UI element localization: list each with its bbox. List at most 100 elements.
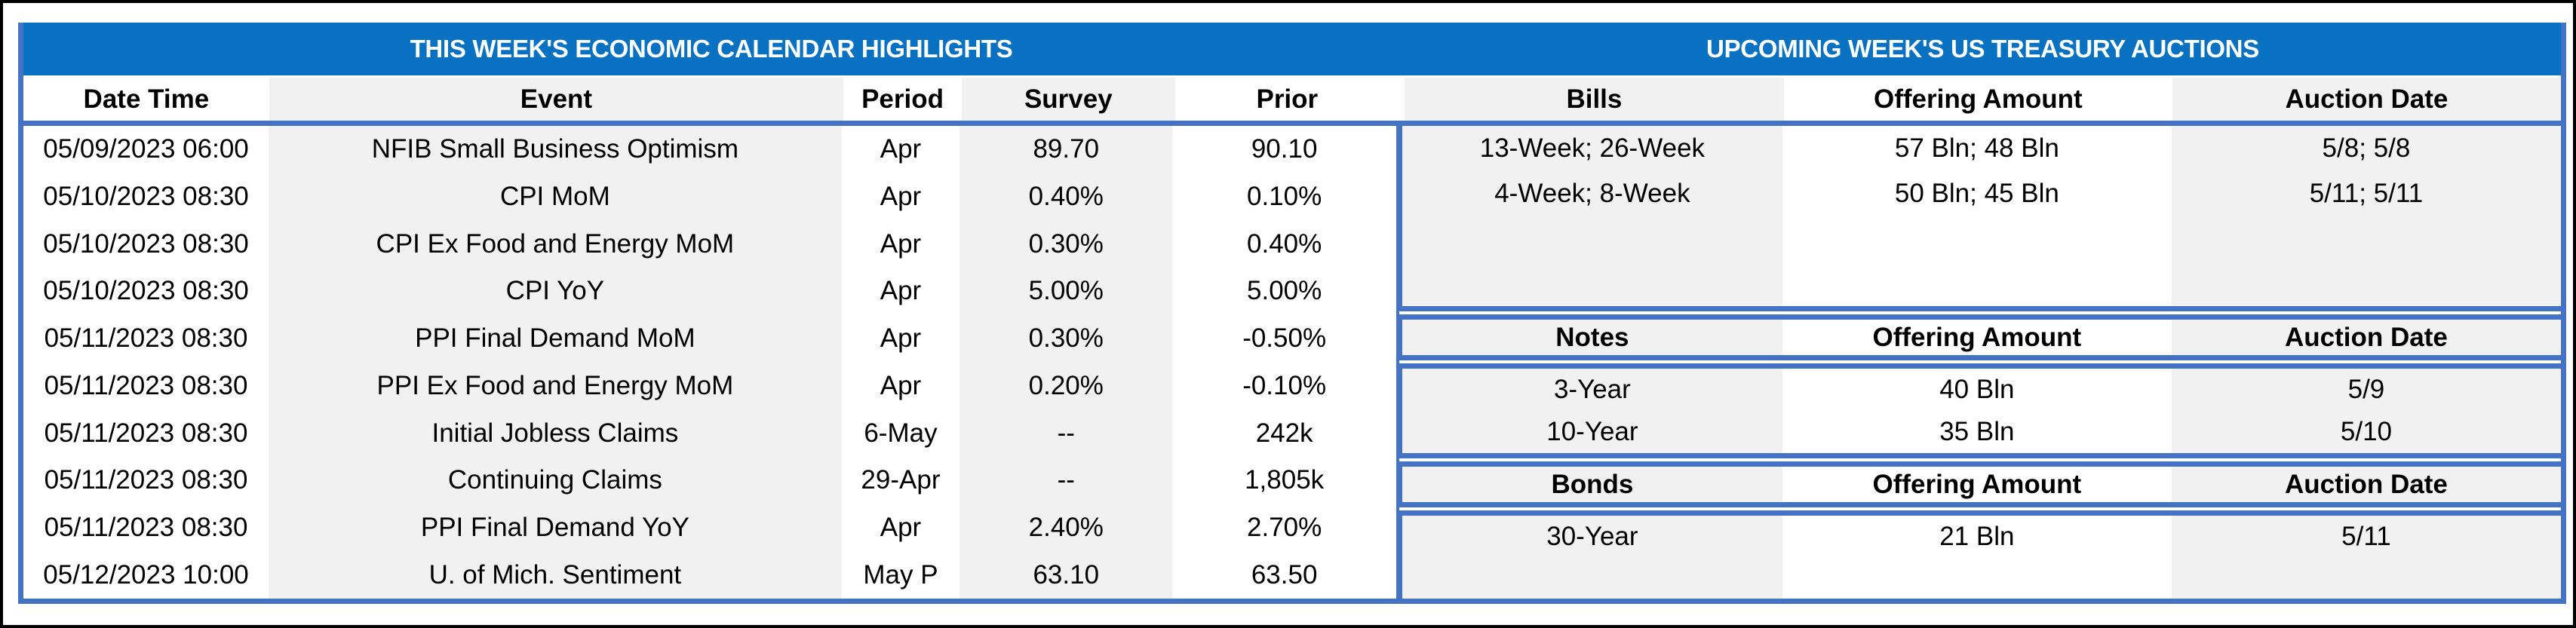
cell-prior: 0.40% bbox=[1247, 228, 1322, 259]
report-container: THIS WEEK'S ECONOMIC CALENDAR HIGHLIGHTS… bbox=[18, 23, 2566, 604]
cell-auction-date: 5/11 bbox=[2341, 521, 2391, 551]
calendar-row: 05/11/2023 08:30 Continuing Claims 29-Ap… bbox=[23, 457, 1396, 504]
cell-event: U. of Mich. Sentiment bbox=[428, 559, 682, 590]
notes-header-section: Notes Offering Amount Auction Date bbox=[1399, 314, 2566, 360]
cell-period: May P bbox=[863, 559, 938, 590]
calendar-row: 05/11/2023 08:30 Initial Jobless Claims … bbox=[23, 409, 1396, 457]
cell-date-time: 05/11/2023 08:30 bbox=[44, 418, 248, 448]
cell-offering-amount: 21 Bln bbox=[1939, 521, 2015, 551]
cell-offering-amount: 50 Bln; 45 Bln bbox=[1894, 179, 2059, 208]
bonds-row: 30-Year 21 Bln 5/11 bbox=[1402, 516, 2561, 557]
cell-event: CPI MoM bbox=[499, 182, 610, 212]
cell-event: PPI Final Demand YoY bbox=[420, 512, 689, 542]
cell-survey: 0.40% bbox=[1028, 182, 1104, 212]
col-header-prior: Prior bbox=[1174, 78, 1399, 121]
cell-date-time: 05/11/2023 08:30 bbox=[44, 323, 248, 354]
calendar-row: 05/10/2023 08:30 CPI MoM Apr 0.40% 0.10% bbox=[23, 173, 1396, 221]
cell-period: Apr bbox=[880, 512, 922, 542]
cell-offering-amount: 35 Bln bbox=[1939, 417, 2015, 446]
cell-event: CPI YoY bbox=[505, 276, 605, 306]
cell-date-time: 05/11/2023 08:30 bbox=[44, 370, 248, 400]
cell-bills: 4-Week; 8-Week bbox=[1494, 179, 1690, 208]
col-header-bonds: Bonds bbox=[1551, 469, 1634, 499]
calendar-row: 05/10/2023 08:30 CPI Ex Food and Energy … bbox=[23, 220, 1396, 268]
bonds-header-section: Bonds Offering Amount Auction Date bbox=[1399, 461, 2566, 507]
cell-date-time: 05/12/2023 10:00 bbox=[43, 559, 249, 590]
calendar-row: 05/11/2023 08:30 PPI Final Demand MoM Ap… bbox=[23, 315, 1396, 363]
col-header-survey: Survey bbox=[961, 78, 1175, 121]
calendar-row: 05/11/2023 08:30 PPI Ex Food and Energy … bbox=[23, 363, 1396, 410]
cell-period: 29-Apr bbox=[861, 465, 941, 495]
cell-offering-amount: 57 Bln; 48 Bln bbox=[1894, 133, 2059, 163]
cell-prior: -0.50% bbox=[1242, 323, 1327, 354]
cell-event: NFIB Small Business Optimism bbox=[371, 134, 738, 164]
cell-auction-date: 5/9 bbox=[2347, 375, 2385, 404]
bills-section: 13-Week; 26-Week 57 Bln; 48 Bln 5/8; 5/8… bbox=[1399, 121, 2566, 311]
cell-prior: 1,805k bbox=[1245, 465, 1325, 495]
cell-date-time: 05/09/2023 06:00 bbox=[43, 134, 249, 164]
economic-calendar-table: 05/09/2023 06:00 NFIB Small Business Opt… bbox=[18, 121, 1399, 604]
col-header-auction-date: Auction Date bbox=[2285, 322, 2448, 352]
col-header-notes: Notes bbox=[1555, 322, 1629, 352]
cell-auction-date: 5/10 bbox=[2340, 417, 2392, 446]
cell-period: Apr bbox=[880, 134, 922, 164]
auctions-banner-title: UPCOMING WEEK'S US TREASURY AUCTIONS bbox=[1706, 35, 2259, 63]
calendar-row: 05/10/2023 08:30 CPI YoY Apr 5.00% 5.00% bbox=[23, 268, 1396, 315]
calendar-row: 05/11/2023 08:30 PPI Final Demand YoY Ap… bbox=[23, 504, 1396, 552]
cell-prior: 242k bbox=[1255, 418, 1313, 448]
notes-row: 3-Year 40 Bln 5/9 bbox=[1402, 369, 2561, 411]
calendar-row: 05/12/2023 10:00 U. of Mich. Sentiment M… bbox=[23, 551, 1396, 599]
calendar-banner-title: THIS WEEK'S ECONOMIC CALENDAR HIGHLIGHTS bbox=[410, 35, 1013, 63]
cell-survey: 0.30% bbox=[1028, 323, 1104, 354]
cell-date-time: 05/10/2023 08:30 bbox=[43, 276, 249, 306]
cell-auction-date: 5/11; 5/11 bbox=[2309, 179, 2424, 208]
notes-row: 10-Year 35 Bln 5/10 bbox=[1402, 411, 2561, 453]
cell-survey: -- bbox=[1057, 418, 1075, 448]
cell-offering-amount: 40 Bln bbox=[1939, 375, 2015, 404]
cell-survey: 0.20% bbox=[1028, 370, 1104, 400]
cell-period: Apr bbox=[880, 370, 922, 400]
notes-header-row: Notes Offering Amount Auction Date bbox=[1402, 320, 2561, 355]
cell-date-time: 05/11/2023 08:30 bbox=[44, 512, 248, 542]
cell-survey: 63.10 bbox=[1033, 559, 1100, 590]
cell-auction-date: 5/8; 5/8 bbox=[2322, 133, 2411, 163]
cell-prior: 2.70% bbox=[1247, 512, 1322, 542]
cell-bills: 13-Week; 26-Week bbox=[1479, 133, 1706, 163]
cell-notes: 10-Year bbox=[1546, 417, 1638, 446]
cell-date-time: 05/11/2023 08:30 bbox=[44, 465, 248, 495]
cell-prior: 0.10% bbox=[1247, 182, 1322, 212]
bills-row: 13-Week; 26-Week 57 Bln; 48 Bln 5/8; 5/8 bbox=[1402, 126, 2561, 171]
cell-survey: -- bbox=[1057, 465, 1075, 495]
cell-event: PPI Final Demand MoM bbox=[415, 323, 695, 354]
cell-notes: 3-Year bbox=[1553, 375, 1631, 404]
cell-bonds: 30-Year bbox=[1546, 521, 1638, 551]
cell-event: CPI Ex Food and Energy MoM bbox=[376, 228, 735, 259]
cell-prior: -0.10% bbox=[1242, 370, 1327, 400]
col-header-event: Event bbox=[269, 78, 844, 121]
cell-event: Continuing Claims bbox=[447, 465, 662, 495]
cell-prior: 90.10 bbox=[1251, 134, 1318, 164]
bonds-section: 30-Year 21 Bln 5/11 bbox=[1399, 510, 2566, 604]
auctions-header-row: Bills Offering Amount Auction Date bbox=[1405, 78, 2561, 121]
cell-event: Initial Jobless Claims bbox=[431, 418, 679, 448]
col-header-offering-amount: Offering Amount bbox=[1783, 78, 2172, 121]
col-header-auction-date: Auction Date bbox=[2172, 78, 2561, 121]
col-header-auction-date: Auction Date bbox=[2285, 469, 2448, 499]
cell-prior: 5.00% bbox=[1247, 276, 1322, 306]
notes-section: 3-Year 40 Bln 5/9 10-Year 35 Bln 5/10 bbox=[1399, 363, 2566, 458]
cell-period: Apr bbox=[880, 228, 922, 259]
bonds-header-row: Bonds Offering Amount Auction Date bbox=[1402, 467, 2561, 502]
title-banner: THIS WEEK'S ECONOMIC CALENDAR HIGHLIGHTS… bbox=[23, 23, 2561, 75]
cell-date-time: 05/10/2023 08:30 bbox=[43, 182, 249, 212]
cell-period: 6-May bbox=[864, 418, 938, 448]
col-header-bills: Bills bbox=[1405, 78, 1784, 121]
cell-period: Apr bbox=[880, 182, 922, 212]
col-header-offering-amount: Offering Amount bbox=[1872, 469, 2082, 499]
bills-row: 4-Week; 8-Week 50 Bln; 45 Bln 5/11; 5/11 bbox=[1402, 171, 2561, 216]
col-header-offering-amount: Offering Amount bbox=[1872, 322, 2082, 352]
cell-date-time: 05/10/2023 08:30 bbox=[43, 228, 249, 259]
cell-prior: 63.50 bbox=[1251, 559, 1318, 590]
col-header-period: Period bbox=[843, 78, 962, 121]
cell-period: Apr bbox=[880, 323, 922, 354]
